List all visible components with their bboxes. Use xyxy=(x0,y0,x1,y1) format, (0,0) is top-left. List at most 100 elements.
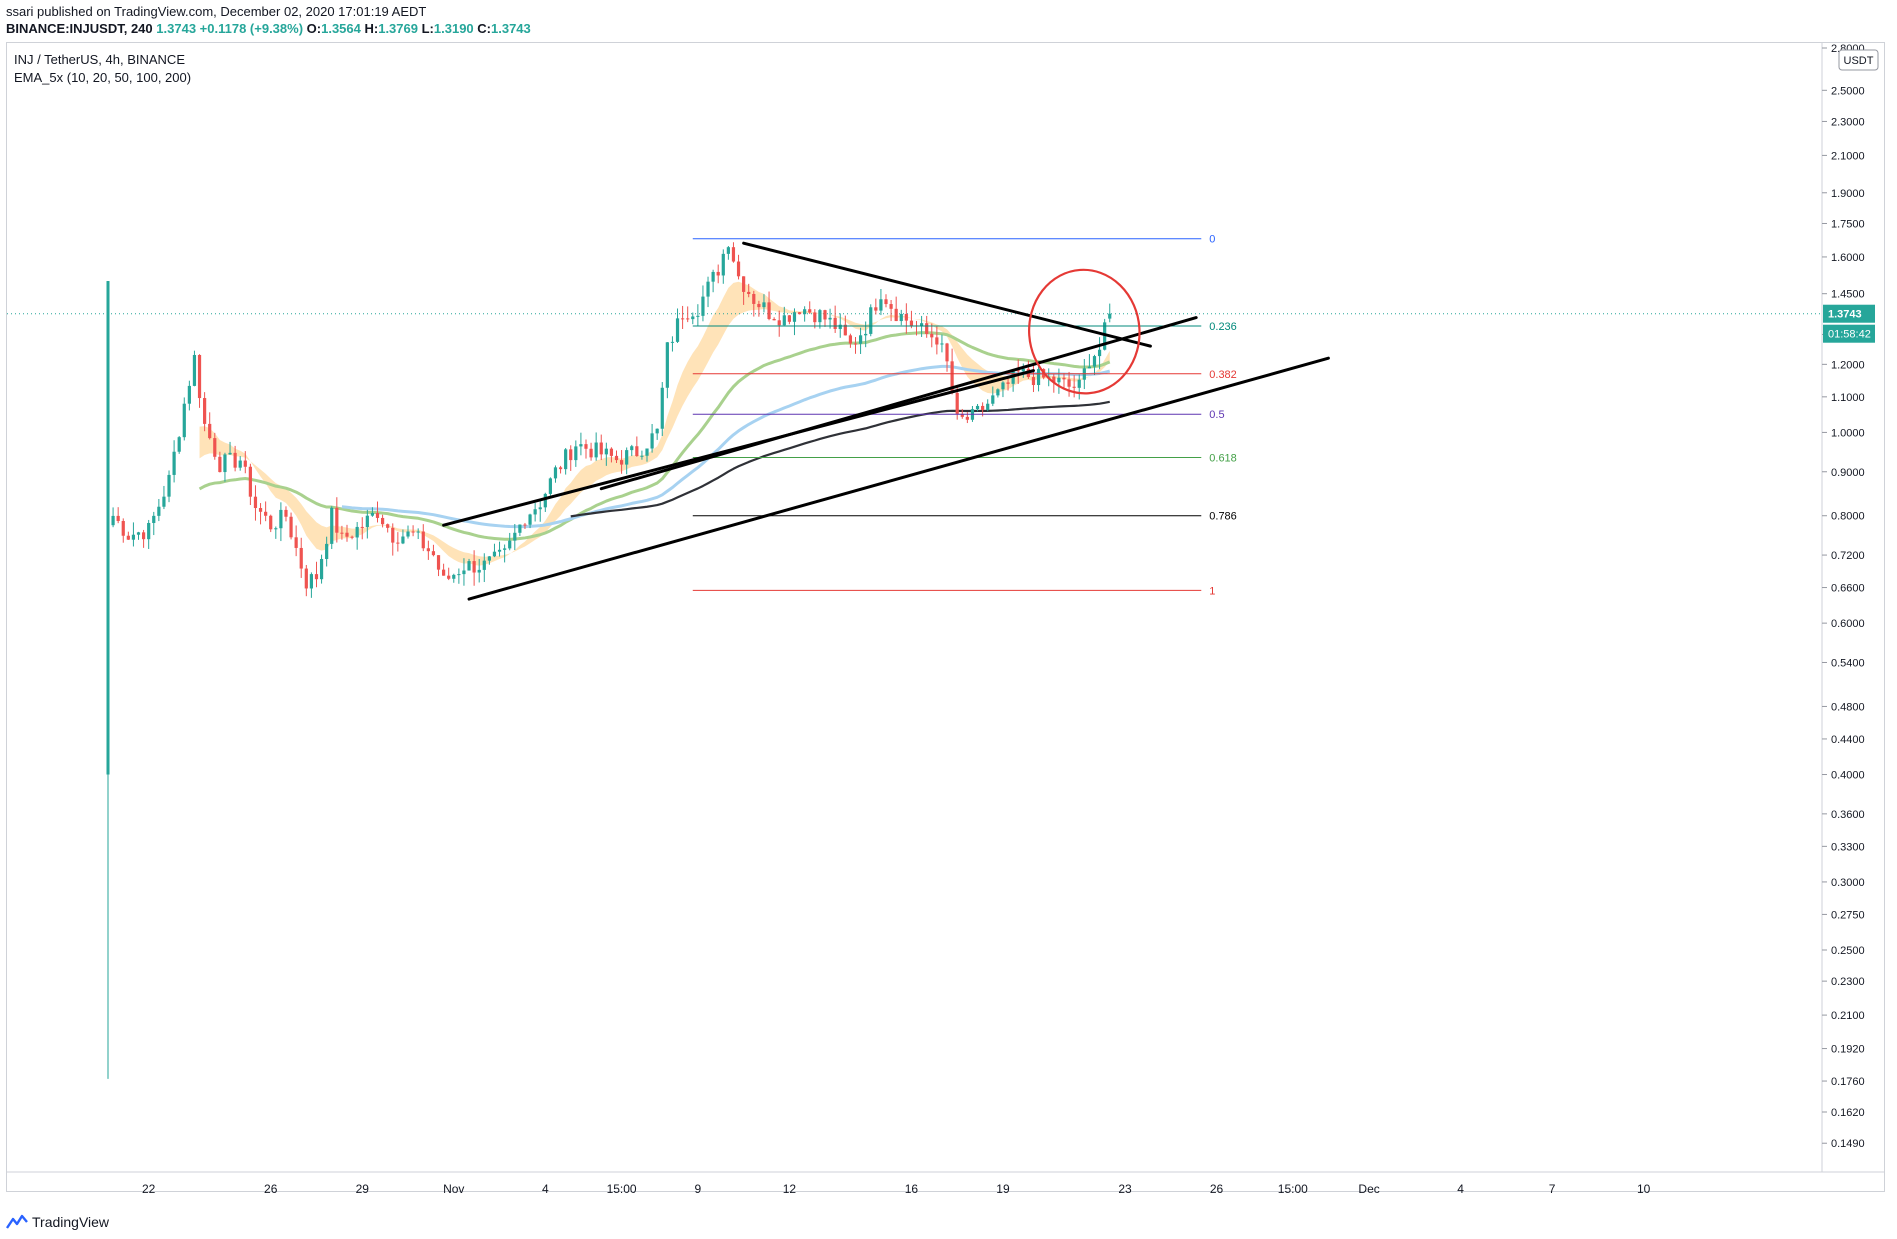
symbol-label: BINANCE:INJUSDT, 240 xyxy=(6,21,153,36)
fib-level-label: 0.236 xyxy=(1209,321,1237,333)
candle xyxy=(1006,382,1010,384)
fib-level-label: 1 xyxy=(1209,585,1215,597)
chart-legend-indicator[interactable]: EMA_5x (10, 20, 50, 100, 200) xyxy=(14,70,192,85)
candle xyxy=(208,423,212,439)
candle xyxy=(889,304,893,309)
price-tick-label: 0.6600 xyxy=(1831,583,1865,595)
candle xyxy=(126,535,130,540)
time-tick-label: 19 xyxy=(996,1182,1010,1196)
candle xyxy=(767,302,771,320)
candle xyxy=(1021,368,1025,372)
candle xyxy=(599,442,603,455)
price-tick-label: 0.4400 xyxy=(1831,734,1865,746)
candle xyxy=(594,442,598,458)
price-tick-label: 0.2100 xyxy=(1831,1010,1865,1022)
price-tick-label: 1.2000 xyxy=(1831,359,1865,371)
candle xyxy=(355,526,359,538)
candle xyxy=(757,303,761,308)
candle xyxy=(650,433,654,449)
candle xyxy=(843,324,847,336)
candle xyxy=(619,460,624,465)
candle xyxy=(803,309,807,315)
candle xyxy=(294,537,298,548)
price-tick-label: 1.0000 xyxy=(1831,427,1865,439)
candle xyxy=(864,333,868,336)
fib-level-label: 0.5 xyxy=(1209,409,1224,421)
trendline xyxy=(599,316,1198,491)
candle xyxy=(706,281,710,297)
price-tick-label: 0.1760 xyxy=(1831,1076,1865,1088)
fib-level-label: 0 xyxy=(1209,234,1215,246)
candle xyxy=(436,555,441,570)
candle xyxy=(655,428,659,434)
candle xyxy=(884,299,888,305)
candle xyxy=(569,449,573,461)
price-tick-label: 1.1000 xyxy=(1831,392,1865,404)
candle xyxy=(838,324,842,329)
candle xyxy=(182,403,186,438)
candle xyxy=(487,556,491,561)
time-tick-label: 7 xyxy=(1549,1182,1556,1196)
candle xyxy=(686,318,690,320)
candle xyxy=(406,531,410,537)
candle xyxy=(858,335,863,344)
price-tick-label: 1.7500 xyxy=(1831,218,1865,230)
footer-brand[interactable]: TradingView xyxy=(6,1211,109,1233)
time-tick-label: Nov xyxy=(443,1182,464,1196)
candle xyxy=(121,520,125,536)
candle xyxy=(879,299,883,311)
price-tick-label: 0.7200 xyxy=(1831,550,1865,562)
candle xyxy=(172,451,176,475)
countdown-label: 01:58:42 xyxy=(1828,329,1871,341)
candle xyxy=(274,528,278,530)
candle xyxy=(762,302,766,308)
trendline xyxy=(442,369,1035,527)
candle xyxy=(462,570,466,575)
trendline xyxy=(742,241,1152,348)
candle xyxy=(335,507,339,533)
candle xyxy=(742,276,746,292)
candle xyxy=(391,527,395,543)
candle xyxy=(472,561,476,573)
low-value: 1.3190 xyxy=(433,21,474,36)
candle xyxy=(701,296,705,316)
candle xyxy=(269,515,273,530)
candle xyxy=(1036,369,1041,386)
trendline xyxy=(467,356,1330,601)
time-tick-label: 9 xyxy=(695,1182,702,1196)
candle xyxy=(533,509,537,515)
close-label: C: xyxy=(477,21,491,36)
price-tick-label: 0.2500 xyxy=(1831,945,1865,957)
price-tick-label: 1.9000 xyxy=(1831,188,1865,200)
time-tick-label: 4 xyxy=(1457,1182,1464,1196)
chart-frame[interactable] xyxy=(6,42,1885,1192)
candle xyxy=(258,508,263,512)
candle xyxy=(909,320,914,326)
candle xyxy=(772,319,776,321)
price-tick-label: 0.1620 xyxy=(1831,1107,1865,1119)
time-tick-label: 16 xyxy=(905,1182,919,1196)
time-tick-label: 12 xyxy=(783,1182,797,1196)
ema-50-line xyxy=(198,331,1111,541)
candle xyxy=(899,313,903,322)
candle xyxy=(823,310,827,320)
currency-unit-label: USDT xyxy=(1844,55,1874,67)
price-tick-label: 0.4000 xyxy=(1831,770,1865,782)
chart-legend-symbol[interactable]: INJ / TetherUS, 4h, BINANCE xyxy=(14,52,185,67)
candle xyxy=(518,524,522,533)
candle xyxy=(147,522,151,540)
candle xyxy=(625,450,629,465)
time-tick-label: 15:00 xyxy=(607,1182,637,1196)
candle xyxy=(848,335,853,344)
candle xyxy=(955,392,959,414)
candle xyxy=(279,509,283,529)
candle xyxy=(696,315,700,317)
candle xyxy=(747,291,751,294)
candle xyxy=(945,343,949,362)
highlight-circle xyxy=(1028,268,1141,395)
candle xyxy=(299,547,303,569)
candle xyxy=(340,532,344,534)
candle xyxy=(187,385,191,404)
candle xyxy=(777,320,781,326)
